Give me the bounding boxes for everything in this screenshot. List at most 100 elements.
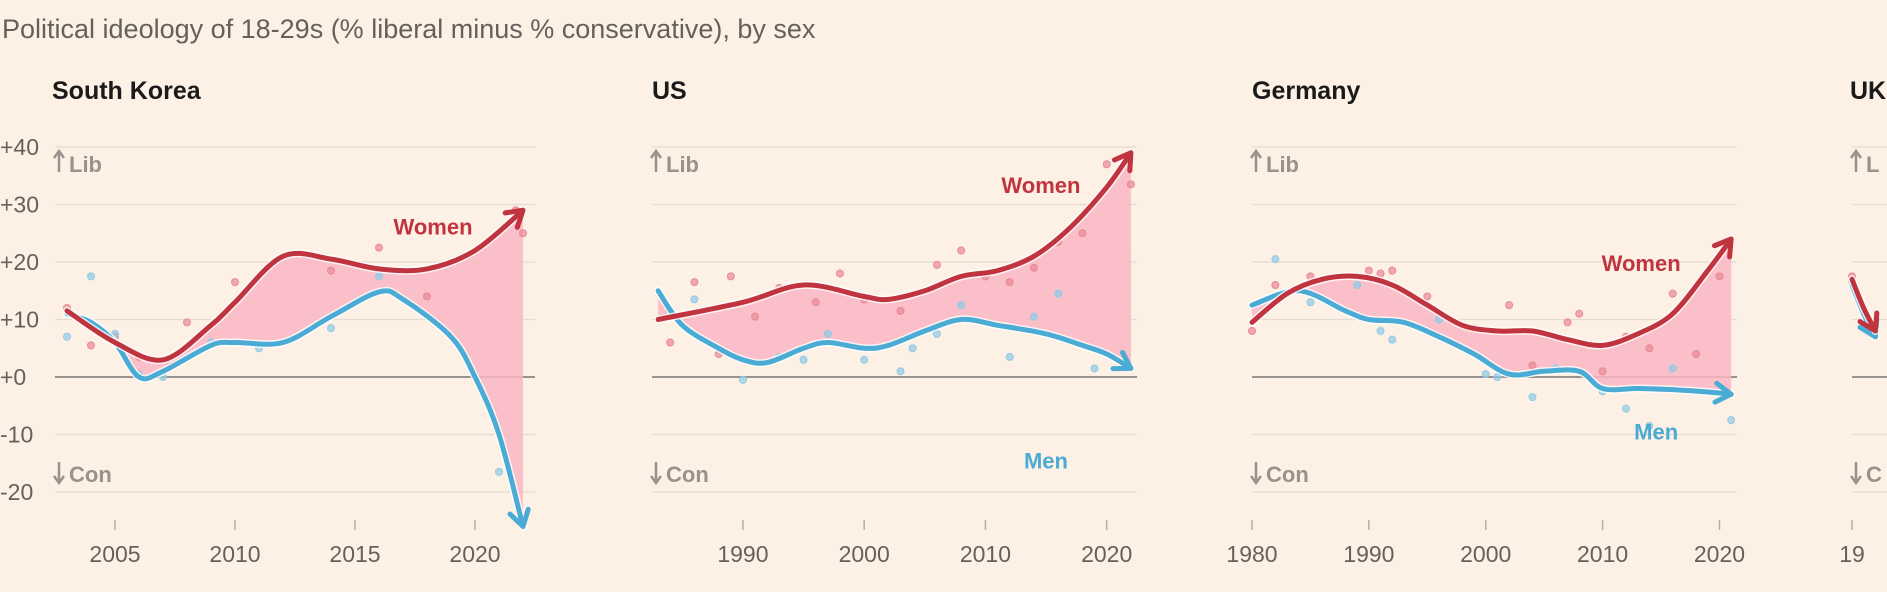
x-tick-label: 1990 — [717, 541, 768, 567]
x-tick-label: 2010 — [1577, 541, 1628, 567]
x-tick-label: 19 — [1839, 541, 1865, 567]
lib-arrow-head-icon — [52, 148, 66, 159]
x-tick-label: 2015 — [329, 541, 380, 567]
y-tick-label: +10 — [0, 307, 39, 333]
lib-arrow-head-icon — [1249, 148, 1263, 159]
scatter-point-men — [738, 375, 747, 384]
x-tick-label: 2000 — [1460, 541, 1511, 567]
lib-arrow-head-icon — [1849, 148, 1863, 159]
y-tick-label: -20 — [0, 479, 33, 505]
scatter-point-women — [423, 292, 431, 301]
series-label-women: Women — [393, 214, 472, 239]
scatter-point-women — [751, 312, 760, 321]
con-arrow-head-icon — [649, 475, 663, 486]
scatter-point-men — [327, 324, 335, 333]
con-annotation: Con — [666, 462, 709, 487]
scatter-point-women — [811, 298, 820, 307]
series-arrow-women-icon — [1711, 236, 1734, 260]
y-tick-label: +30 — [0, 192, 39, 218]
scatter-point-men — [1029, 312, 1038, 321]
panel-title: Germany — [1252, 77, 1360, 105]
scatter-point-men — [1493, 373, 1502, 381]
scatter-point-men — [1645, 421, 1654, 430]
series-arrow-men-icon — [507, 506, 531, 529]
x-tick-label: 2020 — [1081, 541, 1132, 567]
scatter-point-men — [63, 332, 71, 341]
panel-title: US — [652, 77, 687, 105]
chart-panel-uk: UK L C 19 — [1839, 77, 1887, 567]
scatter-point-women — [87, 341, 95, 350]
scatter-point-women — [1005, 278, 1014, 287]
series-arrow-men-icon — [1712, 380, 1734, 405]
scatter-point-men — [375, 272, 383, 281]
con-arrow-head-icon — [1249, 475, 1263, 486]
scatter-point-men — [799, 355, 808, 364]
lib-annotation: Lib — [666, 152, 699, 177]
scatter-point-men — [1528, 393, 1537, 402]
series-label-women: Women — [1602, 251, 1681, 276]
scatter-point-men — [1054, 289, 1063, 298]
scatter-point-men — [1005, 352, 1014, 361]
figure-title: Political ideology of 18-29s (% liberal … — [2, 14, 816, 44]
scatter-point-women — [1126, 180, 1135, 189]
y-tick-label: +20 — [0, 249, 39, 275]
y-tick-label: +40 — [0, 134, 39, 160]
series-line-men — [655, 288, 1134, 371]
gap-area — [1252, 239, 1732, 395]
scatter-point-men — [1621, 404, 1630, 413]
scatter-point-women — [932, 260, 941, 269]
chart-panel-south-korea: South Korea +40 +30 +20 +10 +0 -10 -20 Lib Con 200… — [0, 77, 535, 592]
series-line-women — [1849, 276, 1878, 334]
series-arrow-women-icon — [1857, 310, 1880, 334]
scatter-point-women — [1668, 289, 1677, 298]
scatter-point-women — [375, 243, 383, 252]
scatter-point-men — [823, 329, 832, 338]
scatter-point-men — [1727, 416, 1736, 425]
scatter-point-women — [1528, 361, 1537, 370]
chart-panel-us: US Lib Con 1990 2000 2010 2020 Men Women — [649, 77, 1137, 567]
series-arrow-men-icon — [1110, 349, 1134, 372]
x-tick-label: 2010 — [209, 541, 260, 567]
series-label-men: Men — [1634, 419, 1678, 444]
scatter-point-women — [231, 278, 239, 287]
scatter-point-men — [87, 272, 95, 281]
gap-area — [658, 152, 1131, 369]
scatter-point-men — [1481, 370, 1490, 379]
scatter-point-women — [1248, 327, 1256, 335]
chart-panel-germany: Germany Lib Con 1980 1990 2000 2010 2020 Men Wome… — [1226, 77, 1745, 567]
scatter-point-women — [1271, 281, 1280, 289]
scatter-point-women — [1423, 292, 1432, 301]
panel-title: UK — [1850, 77, 1886, 105]
series-label-women: Women — [1001, 173, 1080, 198]
scatter-point-men — [1271, 255, 1280, 264]
scatter-point-women — [519, 229, 527, 238]
panel-title: South Korea — [52, 77, 202, 105]
scatter-point-men — [690, 295, 699, 304]
scatter-point-women — [1388, 266, 1397, 275]
x-tick-label: 2010 — [960, 541, 1011, 567]
gap-area — [67, 210, 523, 527]
scatter-point-women — [666, 338, 675, 347]
scatter-point-women — [1376, 269, 1385, 278]
scatter-point-men — [1388, 335, 1397, 344]
scatter-point-women — [1715, 272, 1724, 281]
scatter-point-women — [1575, 309, 1584, 318]
con-arrow-head-icon — [1849, 475, 1863, 486]
x-tick-label: 2005 — [89, 541, 140, 567]
series-line-men — [64, 288, 526, 529]
con-annotation: C — [1866, 462, 1882, 487]
series-line-women — [64, 207, 526, 363]
scatter-point-men — [957, 301, 966, 310]
scatter-point-women — [1505, 301, 1514, 310]
scatter-point-women — [1645, 344, 1654, 353]
scatter-point-women — [1364, 266, 1373, 275]
lib-annotation: Lib — [69, 152, 102, 177]
scatter-point-men — [1090, 364, 1099, 373]
series-arrow-women-icon — [502, 207, 526, 230]
lib-annotation: L — [1866, 152, 1879, 177]
scatter-point-women — [1598, 367, 1607, 376]
scatter-point-men — [495, 467, 503, 476]
scatter-point-women — [327, 266, 335, 275]
scatter-point-women — [1102, 160, 1111, 169]
